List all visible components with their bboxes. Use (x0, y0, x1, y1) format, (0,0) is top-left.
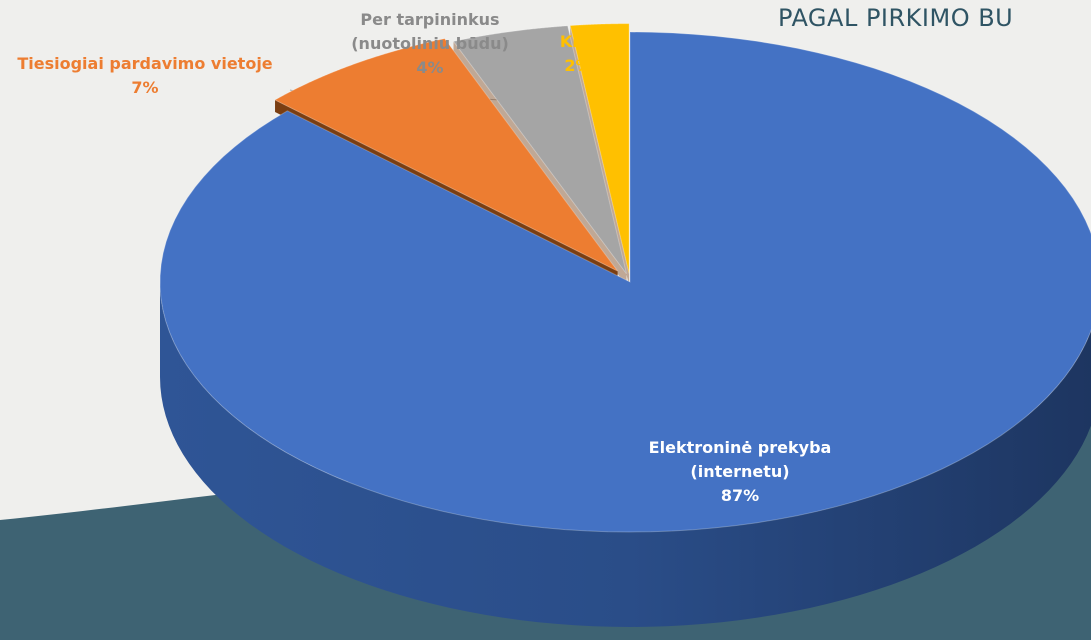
chart-title: PAGAL PIRKIMO BU (778, 4, 1014, 32)
pie-slice (452, 25, 628, 286)
slice-category: Elektroninė prekyba (internetu) (648, 438, 832, 481)
slice-top (569, 23, 630, 274)
slice-value: 2% (564, 56, 592, 75)
slice-edge (453, 41, 627, 286)
slice-side (160, 282, 1091, 627)
slice-value: 4% (416, 58, 444, 77)
slice-category: Per tarpininkus (nuotoliniu būdu) (351, 10, 509, 53)
slice-label: Kita 2% (538, 30, 618, 78)
slice-edge (570, 25, 630, 286)
slice-label: Per tarpininkus (nuotoliniu būdu) 4% (330, 8, 530, 80)
slice-top (159, 31, 1091, 533)
slice-category: Kita (559, 32, 597, 51)
slice-top (452, 25, 628, 275)
slice-value: 87% (720, 486, 760, 505)
slice-label: Elektroninė prekyba (internetu) 87% (640, 436, 840, 508)
slice-value: 7% (131, 78, 159, 97)
slice-label: Tiesiogiai pardavimo vietoje 7% (0, 52, 290, 100)
pie-slice (159, 31, 1091, 627)
pie (159, 23, 1091, 627)
slice-top (273, 38, 619, 272)
pie-slice (569, 23, 630, 286)
slice-category: Tiesiogiai pardavimo vietoje (17, 54, 273, 73)
